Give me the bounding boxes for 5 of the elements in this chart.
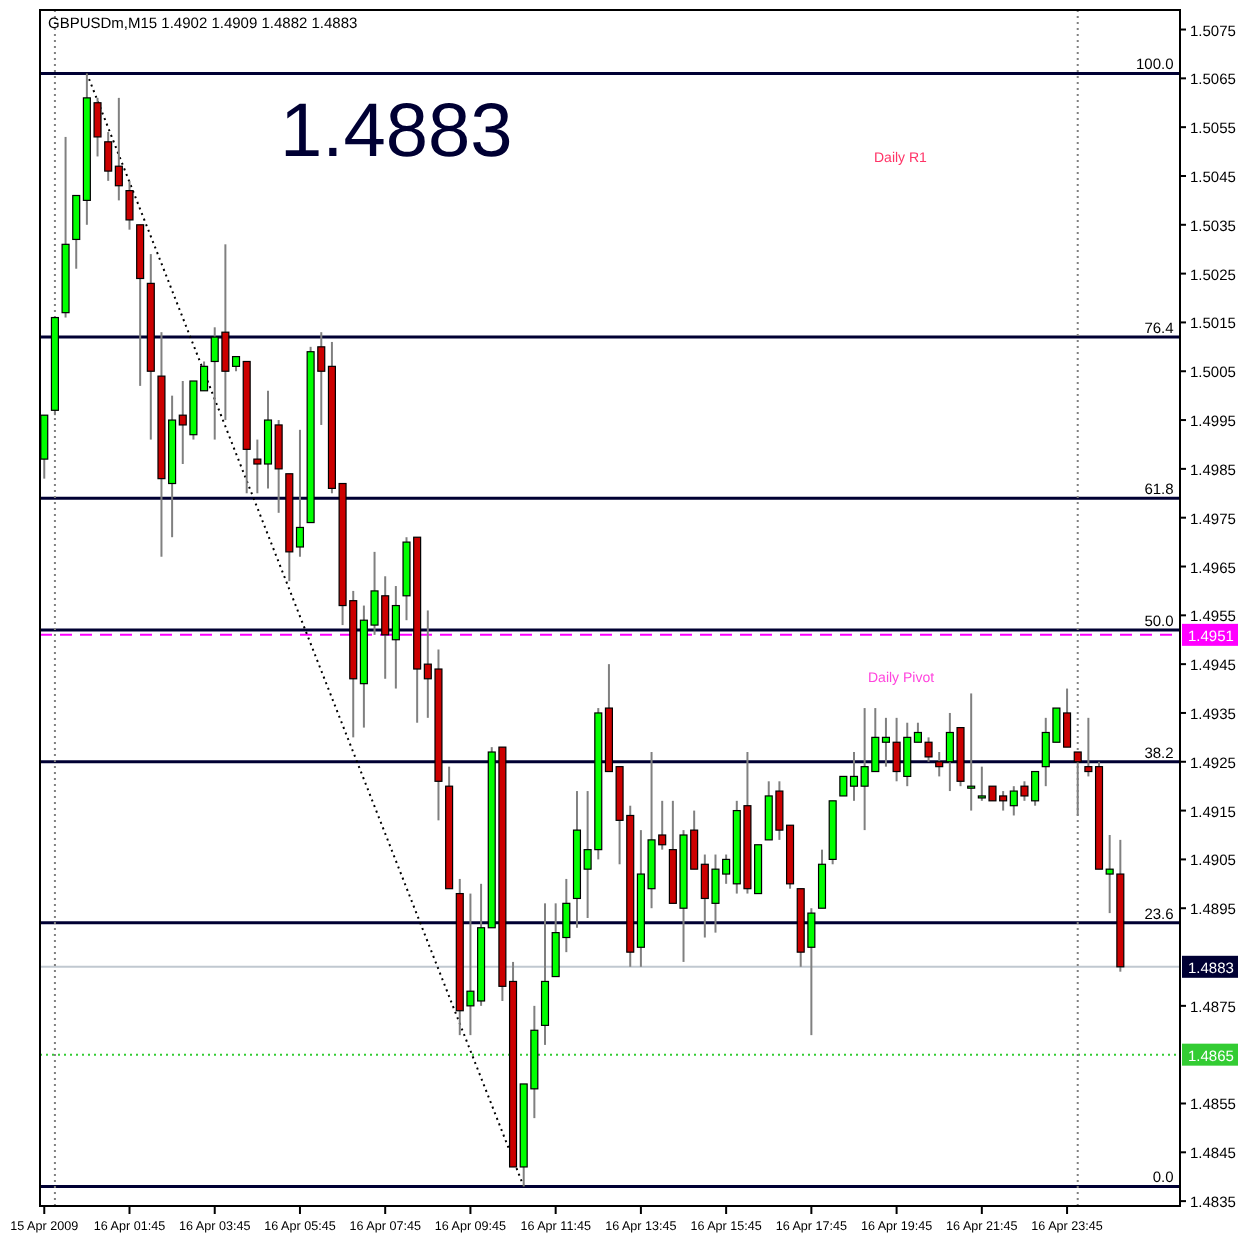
candlestick bbox=[125, 179, 134, 231]
candlestick bbox=[540, 902, 550, 1046]
candlestick bbox=[817, 848, 827, 910]
annotation: 1.4883 bbox=[280, 90, 513, 174]
candlestick bbox=[967, 692, 976, 812]
